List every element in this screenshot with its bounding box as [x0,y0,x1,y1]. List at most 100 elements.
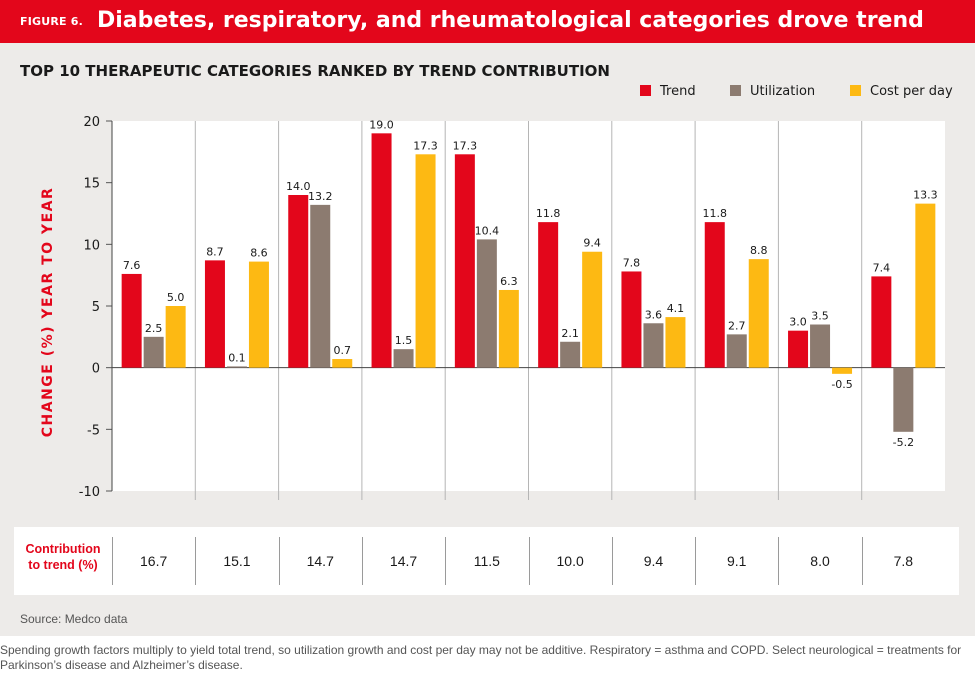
data-label-trend-dermatological: 11.8 [703,207,728,220]
data-label-cost-per-day-anticoagulant-antiplatelet: 9.4 [583,237,601,250]
data-label-trend-rheumatological: 14.0 [286,180,311,193]
bar-utilization-diabetes [143,336,164,368]
bar-utilization-cancer-transplant [643,323,664,368]
contribution-divider [778,537,780,585]
data-label-trend-select-neurological: 19.0 [369,118,394,131]
data-label-trend-asthma-copd: 8.7 [206,245,224,258]
data-label-utilization-asthma-copd: 0.1 [228,351,246,364]
contribution-divider [611,537,613,585]
bar-utilization-select-neurological [393,349,414,368]
legend-swatch-utilization [730,85,741,96]
data-label-utilization-dermatological: 2.7 [728,319,746,332]
data-label-utilization-adhd: 10.4 [475,224,500,237]
data-label-trend-anticoagulant-antiplatelet: 11.8 [536,207,561,220]
y-tick-label: 20 [83,115,100,130]
data-label-cost-per-day-rheumatological: 0.7 [334,344,352,357]
legend-swatch-cost-per-day [850,85,861,96]
data-label-trend-lipid-lowering: 3.0 [789,316,807,329]
bar-utilization-dermatological [726,334,747,368]
data-label-cost-per-day-asthma-copd: 8.6 [250,247,268,260]
bar-trend-select-neurological [371,133,392,368]
contribution-table: Contribution to trend (%) 16.7 15.1 14.7 14.… [14,527,959,595]
legend-label-trend: Trend [659,84,696,99]
contribution-value-select-neurological: 14.7 [389,553,418,569]
contribution-divider [361,537,363,585]
bar-cost-per-day-adhd [498,289,519,368]
data-label-cost-per-day-lipid-lowering: -0.5 [831,378,852,391]
contribution-divider [112,537,113,585]
data-label-trend-cancer-transplant: 7.8 [623,256,641,269]
y-tick-label: -5 [87,423,100,438]
data-label-cost-per-day-select-neurological: 17.3 [413,139,438,152]
data-label-trend-select-biotechnology: 7.4 [873,261,891,274]
bar-cost-per-day-anticoagulant-antiplatelet [582,251,603,368]
chart-area: -10 -5 0 5 10 15 20 CHANGE (%) YEAR TO YEAR 7.6 2… [0,80,975,561]
legend-swatch-trend [640,85,651,96]
data-label-utilization-anticoagulant-antiplatelet: 2.1 [561,327,579,340]
bar-trend-cancer-transplant [621,271,642,368]
y-tick-label: 0 [92,362,100,377]
contribution-divider [528,537,530,585]
data-label-cost-per-day-select-biotechnology: 13.3 [913,189,938,202]
data-label-cost-per-day-adhd: 6.3 [500,275,518,288]
bar-trend-lipid-lowering [788,330,809,368]
contribution-label-line: to trend (%) [28,558,98,572]
y-tick-label: 15 [83,177,100,192]
data-label-trend-diabetes: 7.6 [123,259,141,272]
y-axis-label: CHANGE (%) YEAR TO YEAR [40,187,56,438]
y-tick-label: 5 [92,300,100,315]
bar-cost-per-day-rheumatological [332,359,353,368]
contribution-divider [278,537,280,585]
bar-trend-anticoagulant-antiplatelet [538,222,559,368]
legend-label-utilization: Utilization [750,84,815,99]
source-note: Source: Medco data [20,612,128,626]
bar-trend-dermatological [704,222,725,368]
data-label-cost-per-day-dermatological: 8.8 [750,244,768,257]
bar-utilization-anticoagulant-antiplatelet [560,341,581,368]
contribution-value-asthma-copd: 15.1 [223,553,251,569]
bar-utilization-select-biotechnology [893,367,914,432]
chart-title: TOP 10 THERAPEUTIC CATEGORIES RANKED BY … [20,62,610,80]
figure-title: Diabetes, respiratory, and rheumatologic… [97,8,924,33]
contribution-value-select-biotechnology: 7.8 [893,553,914,569]
contribution-divider [195,537,197,585]
bar-trend-diabetes [121,273,142,368]
bar-trend-asthma-copd [204,260,225,368]
contribution-divider [695,537,697,585]
data-label-utilization-select-neurological: 1.5 [395,334,413,347]
contribution-value-adhd: 11.5 [473,553,500,569]
bar-cost-per-day-lipid-lowering [832,367,853,374]
data-label-utilization-select-biotechnology: -5.2 [893,436,914,449]
data-label-cost-per-day-cancer-transplant: 4.1 [667,302,685,315]
bar-cost-per-day-select-neurological [415,154,436,368]
bar-cost-per-day-diabetes [165,306,186,368]
legend-label-cost-per-day: Cost per day [870,84,953,99]
contribution-row-label: Contribution to trend (%) [14,541,112,573]
bar-utilization-asthma-copd [226,366,247,368]
contribution-value-diabetes: 16.7 [140,553,168,569]
data-label-utilization-lipid-lowering: 3.5 [811,310,829,323]
contribution-divider [445,537,447,585]
bar-utilization-rheumatological [310,204,331,368]
contribution-label-line: Contribution [25,542,101,556]
data-label-utilization-diabetes: 2.5 [145,322,163,335]
data-label-utilization-cancer-transplant: 3.6 [645,308,663,321]
data-label-cost-per-day-diabetes: 5.0 [167,291,185,304]
contribution-value-lipid-lowering: 8.0 [810,553,830,569]
bar-cost-per-day-cancer-transplant [665,317,686,368]
y-tick-label: 10 [83,238,100,253]
contribution-value-cancer-transplant: 9.4 [643,553,664,569]
contribution-value-dermatological: 9.1 [727,553,747,569]
bar-trend-adhd [454,154,475,368]
bar-cost-per-day-select-biotechnology [915,203,936,368]
bar-cost-per-day-dermatological [748,259,769,368]
footnote: Spending growth factors multiply to yiel… [0,643,962,672]
bar-trend-rheumatological [288,195,309,368]
figure-label: FIGURE 6. [20,15,84,28]
y-tick-label: -10 [79,485,100,500]
contribution-value-rheumatological: 14.7 [306,553,334,569]
contribution-divider [861,537,863,585]
data-label-trend-adhd: 17.3 [453,139,478,152]
bar-cost-per-day-asthma-copd [248,261,269,368]
figure-header: FIGURE 6. Diabetes, respiratory, and rhe… [0,0,975,43]
